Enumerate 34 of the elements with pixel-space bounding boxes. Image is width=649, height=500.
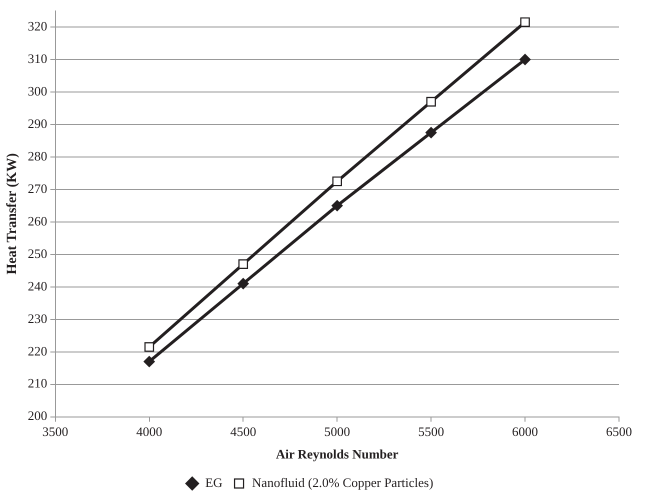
- y-tick-label: 300: [28, 83, 48, 98]
- x-tick-label: 3500: [42, 424, 68, 440]
- point: [238, 259, 248, 269]
- y-tick-label: 310: [28, 50, 48, 66]
- y-tick-label: 320: [28, 18, 48, 34]
- point: [426, 127, 437, 138]
- x-tick-label: 5500: [418, 424, 444, 440]
- y-tick-label: 230: [28, 310, 48, 326]
- x-tick-label: 4500: [230, 424, 256, 440]
- y-tick-label: 240: [28, 278, 48, 294]
- y-tick-label: 280: [28, 148, 48, 164]
- point: [519, 54, 531, 66]
- point: [144, 356, 155, 368]
- x-axis-title: Air Reynolds Number: [276, 446, 399, 462]
- y-tick-label: 270: [28, 180, 48, 196]
- x-tick-label: 6500: [606, 424, 632, 440]
- point: [332, 200, 343, 212]
- point: [238, 278, 249, 290]
- y-tick-label: 200: [28, 408, 48, 424]
- legend-label: EG: [205, 474, 223, 490]
- point: [520, 17, 530, 28]
- y-tick-label: 220: [28, 343, 48, 358]
- x-tick-label: 4000: [136, 424, 162, 440]
- y-tick-label: 210: [28, 376, 48, 391]
- legend-label: Nanofluid (2.0% Copper Particles): [252, 474, 434, 490]
- x-tick-label: 5000: [324, 424, 350, 440]
- x-tick-label: 6000: [512, 424, 538, 440]
- point: [144, 342, 154, 352]
- point: [426, 96, 436, 107]
- point: [332, 176, 342, 186]
- y-tick-label: 250: [28, 246, 48, 261]
- y-tick-label: 290: [28, 116, 48, 131]
- y-axis-title: Heat Transfer (KW): [5, 152, 20, 274]
- y-tick-label: 260: [28, 213, 48, 228]
